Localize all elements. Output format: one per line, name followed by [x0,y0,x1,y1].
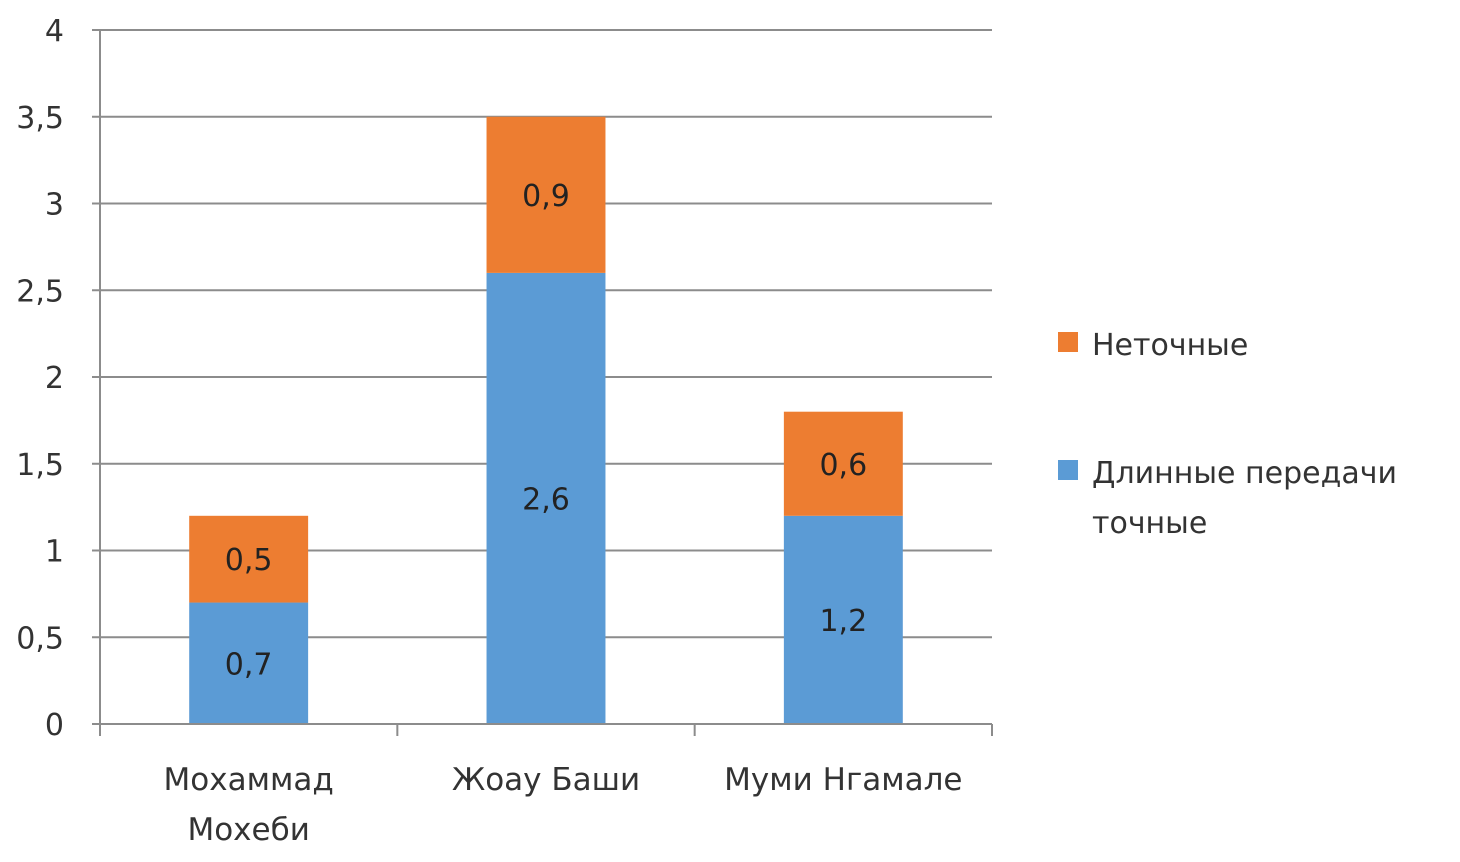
x-category-label: Мохаммад [164,762,334,798]
legend-label: точные [1092,506,1207,541]
data-label: 2,6 [522,482,570,517]
bar-segment [486,272,606,724]
y-tick-label: 2 [45,361,64,396]
y-tick-label: 3 [45,188,64,223]
y-axis-ticks: 0 0,5 1 1,5 2 2,5 3 3,5 4 [16,14,64,743]
bar-segment [783,515,903,724]
x-category-label: Жоау Баши [452,762,640,798]
y-tick-label: 1,5 [16,448,64,483]
x-axis-labels: Мохаммад Мохеби Жоау Баши Муми Нгамале [164,762,963,848]
legend-swatch [1058,460,1078,480]
bar-segment [783,411,903,516]
y-tick-label: 0 [45,708,64,743]
legend-label: Неточные [1092,328,1248,363]
data-label: 0,9 [522,179,570,214]
bar-segment [189,515,309,603]
data-label: 0,5 [225,543,273,578]
bar-segment [486,116,606,273]
axes [92,29,993,736]
legend-swatch [1058,332,1078,352]
x-category-label: Мохеби [187,812,309,848]
bar-segment [189,602,309,724]
y-tick-label: 0,5 [16,621,64,656]
bars: 0,7 0,5 2,6 0,9 1,2 0,6 [189,116,903,724]
y-tick-label: 1 [45,535,64,570]
data-label: 1,2 [819,604,867,639]
legend-label: Длинные передачи [1092,456,1397,491]
x-category-label: Муми Нгамале [724,762,962,798]
y-tick-label: 2,5 [16,274,64,309]
data-label: 0,6 [819,448,867,483]
legend: Неточные Длинные передачи точные [1058,328,1397,541]
y-tick-label: 3,5 [16,101,64,136]
data-label: 0,7 [225,647,273,682]
y-tick-label: 4 [45,14,64,49]
